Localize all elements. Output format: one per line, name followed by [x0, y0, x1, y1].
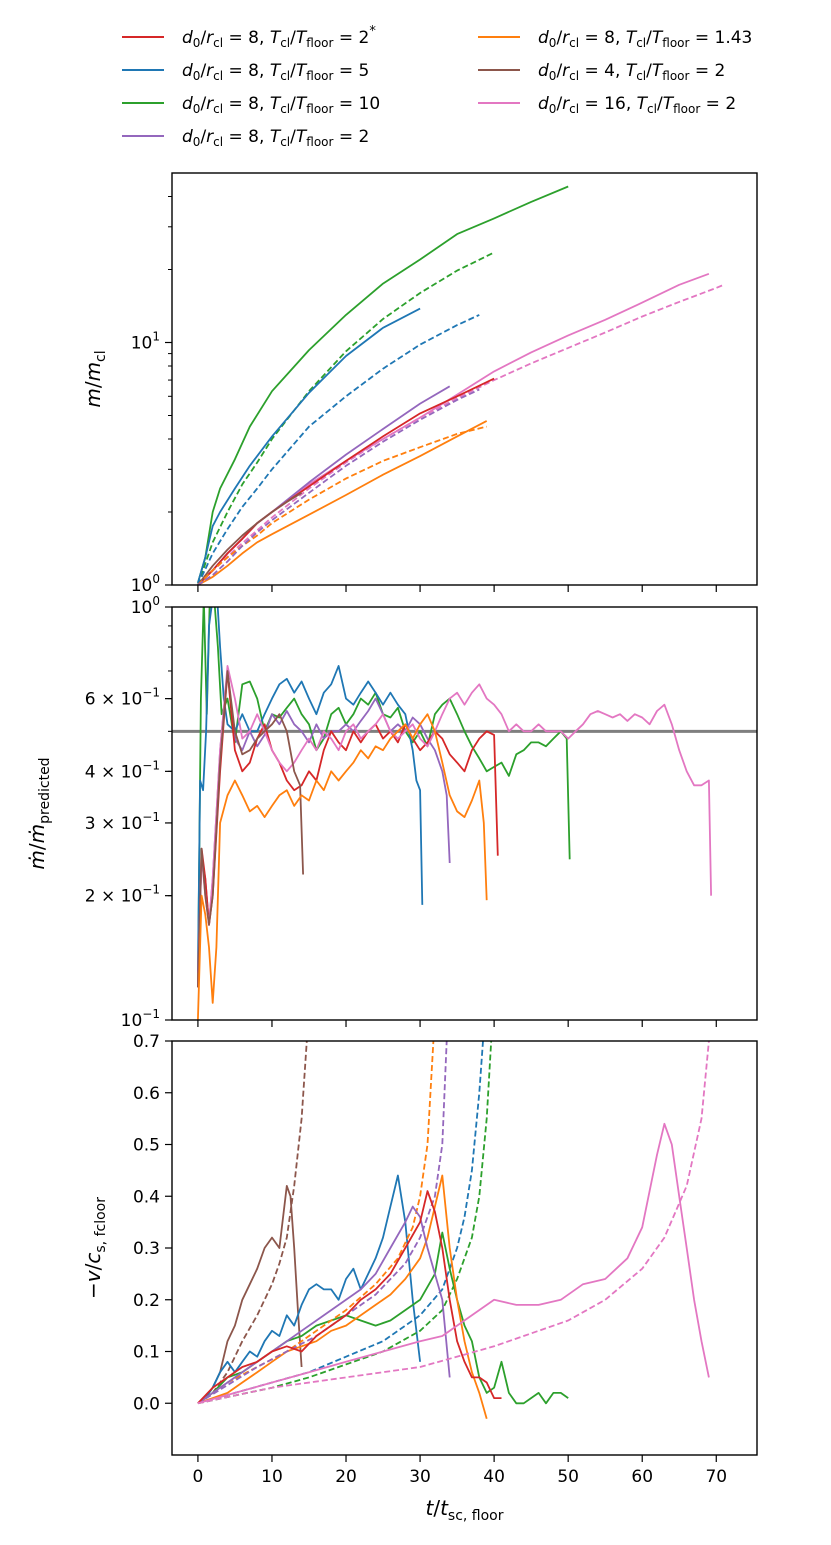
- series-line-purple: [197, 670, 451, 973]
- series-line-blue-model: [197, 314, 480, 585]
- legend-entry: d0/rcl = 8, Tcl/Tfloor = 10: [182, 94, 380, 116]
- y-tick-label: 100: [131, 594, 160, 618]
- series-line-pink: [197, 665, 712, 988]
- legend-entry: d0/rcl = 16, Tcl/Tfloor = 2: [538, 94, 736, 116]
- series-line-purple-model: [197, 388, 480, 585]
- y-tick-label: 0.5: [133, 1136, 160, 1156]
- series-line-pink-model: [197, 283, 725, 585]
- legend-entry: d0/rcl = 8, Tcl/Tfloor = 2*: [182, 24, 376, 50]
- accretion-ratio-panel: 10−1 2 × 10−1 3 × 10−1 4 × 10−1 6 × 10−1 100 ṁ…: [25, 594, 758, 1031]
- x-tick-label: 60: [631, 1467, 653, 1487]
- y-tick-label: 4 × 10−1: [85, 758, 160, 782]
- series-line-red: [197, 670, 499, 988]
- x-axis-label-group: 0 10 20 30 40 50 60 70 t/tsc, floor: [193, 1467, 728, 1524]
- y-tick-label: 0.0: [133, 1394, 160, 1414]
- x-tick-label: 70: [705, 1467, 727, 1487]
- series-line-orange-sim: [197, 1174, 488, 1420]
- series-line-purple-model: [197, 1041, 448, 1405]
- velocity-panel: 0.0 0.1 0.2 0.3 0.4 0.5 0.6 0.7 −v/cs, fcloor: [81, 1032, 758, 1462]
- series-line-pink-model: [197, 1041, 710, 1405]
- series-line-purple-sim: [197, 385, 451, 585]
- y-tick-label: 10−1: [121, 1007, 160, 1031]
- x-tick-label: 50: [557, 1467, 579, 1487]
- x-tick-label: 10: [261, 1467, 283, 1487]
- legend: d0/rcl = 8, Tcl/Tfloor = 2* d0/rcl = 8, T…: [122, 24, 752, 149]
- series-line-blue-sim: [197, 307, 421, 584]
- y-tick-label: 2 × 10−1: [85, 883, 160, 907]
- x-tick-label: 30: [409, 1467, 431, 1487]
- y-tick-label: 0.1: [133, 1343, 160, 1363]
- y-tick-label: 0.7: [133, 1032, 160, 1052]
- series-line-red-sim: [197, 1190, 502, 1404]
- series-line-pink-sim: [197, 272, 710, 585]
- y-tick-label: 100: [131, 572, 160, 596]
- series-line-brown: [197, 670, 304, 988]
- series-line-brown-sim: [197, 492, 303, 585]
- y-tick-label: 0.4: [133, 1187, 160, 1207]
- y-tick-label: 101: [131, 330, 160, 354]
- y-axis-label: m/mcl: [81, 350, 109, 407]
- series-line-pink-sim: [197, 1122, 710, 1405]
- mass-panel: 100 101 m/mcl: [81, 172, 758, 596]
- series-line-orange-sim: [197, 420, 488, 585]
- y-tick-label: 6 × 10−1: [85, 686, 160, 710]
- y-tick-label: 0.6: [133, 1084, 160, 1104]
- series-line-purple-sim: [197, 1205, 451, 1405]
- series-line-orange: [197, 713, 488, 1020]
- series-line-orange-model: [197, 425, 487, 585]
- y-tick-label: 0.2: [133, 1291, 160, 1311]
- series-line-green-sim: [197, 185, 569, 584]
- axes-frame: [171, 172, 758, 586]
- x-axis-label: t/tsc, floor: [425, 1496, 503, 1524]
- series-line-green: [197, 607, 571, 988]
- axes-frame: [171, 1040, 758, 1456]
- y-axis-label: −v/cs, fcloor: [81, 1197, 109, 1299]
- series-line-blue-model: [197, 1041, 484, 1405]
- series-group: [197, 607, 712, 1020]
- y-tick-label: 0.3: [133, 1239, 160, 1259]
- series-group: [197, 185, 725, 585]
- series-line-blue-sim: [197, 1174, 421, 1405]
- series-line-blue: [197, 607, 424, 973]
- axes-frame: [171, 606, 758, 1021]
- legend-entry: d0/rcl = 8, Tcl/Tfloor = 5: [182, 61, 369, 83]
- x-tick-label: 40: [483, 1467, 505, 1487]
- legend-entry: d0/rcl = 8, Tcl/Tfloor = 1.43: [538, 28, 752, 50]
- series-line-orange-model: [197, 1041, 435, 1405]
- legend-entry: d0/rcl = 8, Tcl/Tfloor = 2: [182, 127, 369, 149]
- x-tick-label: 20: [335, 1467, 357, 1487]
- legend-entry: d0/rcl = 4, Tcl/Tfloor = 2: [538, 61, 725, 83]
- x-tick-label: 0: [193, 1467, 204, 1487]
- y-axis-label: ṁ/ṁpredicted: [25, 757, 53, 869]
- series-line-brown-model: [197, 1041, 308, 1405]
- y-tick-label: 3 × 10−1: [85, 810, 160, 834]
- series-group: [197, 1041, 710, 1420]
- series-line-green-sim: [197, 1231, 569, 1405]
- series-line-brown-sim: [197, 1185, 303, 1405]
